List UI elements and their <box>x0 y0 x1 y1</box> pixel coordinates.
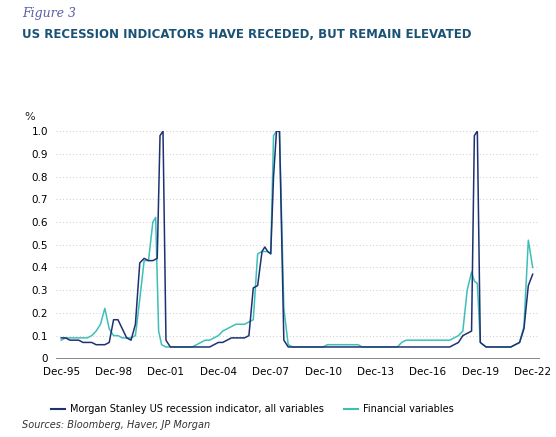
Text: Sources: Bloomberg, Haver, JP Morgan: Sources: Bloomberg, Haver, JP Morgan <box>22 420 210 430</box>
Text: Figure 3: Figure 3 <box>22 7 76 20</box>
Legend: Morgan Stanley US recession indicator, all variables, Financial variables: Morgan Stanley US recession indicator, a… <box>51 404 454 414</box>
Text: US RECESSION INDICATORS HAVE RECEDED, BUT REMAIN ELEVATED: US RECESSION INDICATORS HAVE RECEDED, BU… <box>22 28 471 42</box>
Text: %: % <box>24 112 35 122</box>
